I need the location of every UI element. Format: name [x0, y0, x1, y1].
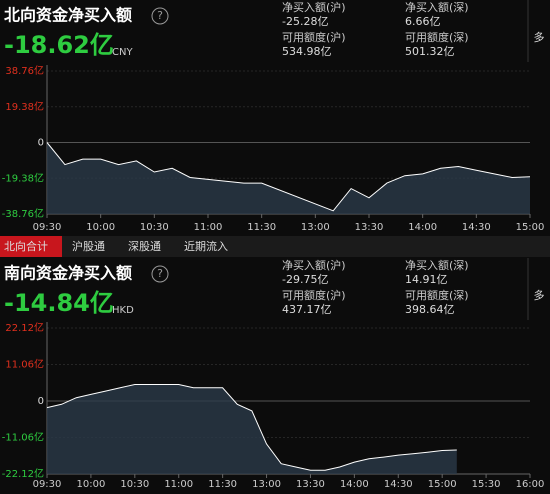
x-tick-label: 10:00: [76, 479, 105, 490]
y-tick-label: 11.06亿: [5, 358, 44, 371]
y-tick-label: 0: [38, 396, 44, 407]
y-tick-label: -22.12亿: [2, 467, 44, 480]
x-tick-label: 13:00: [301, 222, 330, 233]
x-tick-label: 11:30: [208, 479, 237, 490]
area-fill: [47, 384, 457, 474]
x-tick-label: 16:00: [516, 479, 545, 490]
y-tick-label: 0: [38, 138, 44, 149]
x-tick-label: 13:00: [252, 479, 281, 490]
panel-title: 北向资金净买入额: [4, 6, 132, 25]
y-tick-label: 22.12亿: [5, 321, 44, 334]
x-tick-label: 14:00: [408, 222, 437, 233]
y-tick-label: 38.76亿: [5, 64, 44, 77]
x-tick-label: 11:00: [164, 479, 193, 490]
tab[interactable]: 近期流入: [184, 239, 228, 253]
x-tick-label: 14:30: [462, 222, 491, 233]
more-button[interactable]: 多: [534, 30, 545, 44]
stat-value: -29.75亿: [282, 273, 328, 286]
tabs: 北向合计 沪股通 深股通 近期流入: [4, 239, 228, 253]
stat-value: 534.98亿: [282, 45, 332, 58]
y-tick-label: -19.38亿: [2, 171, 44, 184]
total-value: -18.62亿: [4, 31, 114, 59]
stat-value: -25.28亿: [282, 15, 328, 28]
total-value: -14.84亿: [4, 289, 114, 317]
stat-label: 可用额度(沪): [282, 288, 346, 302]
active-tab: [0, 236, 62, 257]
stat-value: 501.32亿: [405, 45, 455, 58]
x-tick-label: 10:30: [120, 479, 149, 490]
y-tick-label: -38.76亿: [2, 207, 44, 220]
area-fill: [47, 142, 530, 214]
stat-label: 可用额度(深): [405, 288, 469, 302]
stat-label: 净买入额(沪): [282, 0, 346, 14]
x-tick-label: 11:30: [247, 222, 276, 233]
stat-label: 净买入额(沪): [282, 258, 346, 272]
y-tick-label: -11.06亿: [2, 431, 44, 444]
x-tick-label: 15:00: [428, 479, 457, 490]
currency: CNY: [112, 47, 133, 58]
x-tick-label: 15:00: [516, 222, 545, 233]
tab[interactable]: 北向合计: [4, 239, 48, 253]
x-tick-label: 11:00: [194, 222, 223, 233]
help-mark: ?: [157, 9, 163, 22]
stat-label: 可用额度(深): [405, 30, 469, 44]
stat-label: 净买入额(深): [405, 258, 469, 272]
stat-label: 可用额度(沪): [282, 30, 346, 44]
tab[interactable]: 深股通: [128, 240, 161, 253]
help-mark: ?: [157, 267, 163, 280]
x-tick-label: 14:30: [384, 479, 413, 490]
stat-label: 净买入额(深): [405, 0, 469, 14]
currency: HKD: [112, 305, 134, 316]
x-tick-label: 10:30: [140, 222, 169, 233]
tab[interactable]: 沪股通: [72, 239, 105, 253]
stat-value: 6.66亿: [405, 15, 441, 28]
x-tick-label: 10:00: [86, 222, 115, 233]
help-icon[interactable]: [151, 265, 169, 283]
y-tick-label: 19.38亿: [5, 100, 44, 113]
stat-value: 437.17亿: [282, 303, 332, 316]
stat-value: 14.91亿: [405, 273, 448, 286]
x-tick-label: 13:30: [296, 479, 325, 490]
x-tick-label: 13:30: [355, 222, 384, 233]
line: [46, 142, 531, 212]
x-tick-label: 09:30: [33, 222, 62, 233]
x-tick-label: 09:30: [33, 479, 62, 490]
x-tick-label: 14:00: [340, 479, 369, 490]
line: [46, 384, 457, 471]
help-icon[interactable]: [151, 7, 169, 25]
stat-value: 398.64亿: [405, 303, 455, 316]
panel-title: 南向资金净买入额: [4, 264, 132, 283]
more-button[interactable]: 多: [534, 288, 545, 302]
x-tick-label: 15:30: [472, 479, 501, 490]
tab-bar: [0, 236, 550, 257]
